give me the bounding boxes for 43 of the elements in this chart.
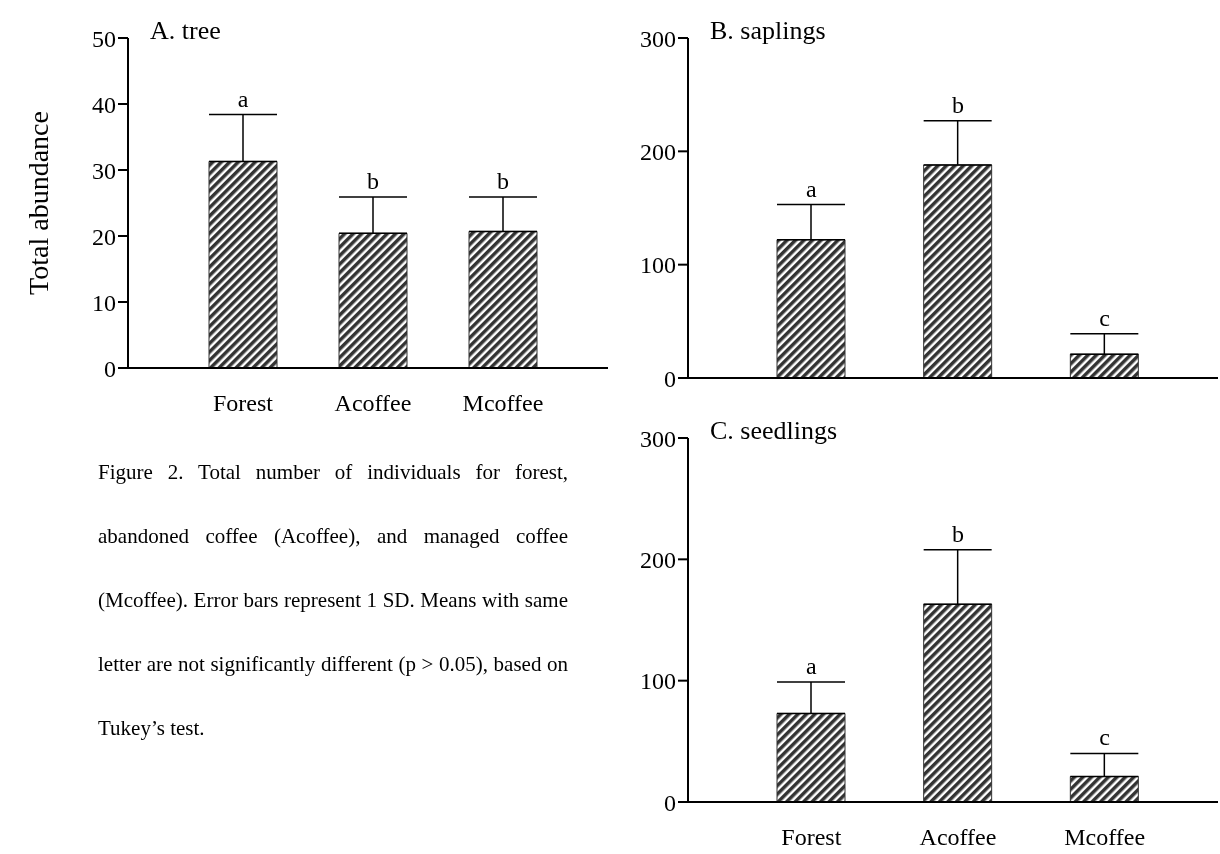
annotation: b bbox=[367, 168, 379, 195]
y-tick-label: 20 bbox=[92, 223, 116, 250]
annotation: b bbox=[952, 91, 964, 118]
y-tick-label: 10 bbox=[92, 289, 116, 316]
text: Figure 2. Total number of individuals for forest, abandoned coffee (Acoffee), and managed coffee (Mcoffee). Error bars represent 1 SD. Means with same letter are not significantly different (p > 0.05), based on Tukey’s test. bbox=[98, 460, 568, 740]
y-tick-label: 0 bbox=[104, 355, 116, 382]
bar bbox=[923, 164, 993, 378]
annotation: c bbox=[1099, 724, 1110, 751]
x-tick-label: Acoffee bbox=[334, 390, 412, 417]
x-tick-label: Acoffee bbox=[919, 824, 997, 851]
chart-title: B. saplings bbox=[710, 16, 826, 46]
bar bbox=[1069, 353, 1139, 378]
y-tick-label: 100 bbox=[640, 252, 676, 279]
y-tick-label: 40 bbox=[92, 91, 116, 118]
annotation: c bbox=[1099, 304, 1110, 331]
bar bbox=[776, 712, 846, 802]
x-tick-label: Mcoffee bbox=[462, 390, 544, 417]
y-tick-label: 30 bbox=[92, 157, 116, 184]
y-tick-label: 100 bbox=[640, 668, 676, 695]
x-tick-label: Forest bbox=[781, 824, 842, 851]
annotation: b bbox=[952, 520, 964, 547]
bar bbox=[1069, 776, 1139, 802]
y-tick-label: 300 bbox=[640, 425, 676, 452]
y-tick-label: 0 bbox=[664, 365, 676, 392]
chart-title: A. tree bbox=[150, 16, 221, 46]
x-tick-label: Forest bbox=[213, 390, 274, 417]
annotation: a bbox=[237, 85, 249, 112]
y-tick-label: 0 bbox=[664, 789, 676, 816]
y-tick-label: 200 bbox=[640, 138, 676, 165]
y-tick-label: 200 bbox=[640, 546, 676, 573]
bar bbox=[923, 603, 993, 802]
bar bbox=[338, 232, 408, 368]
bar bbox=[208, 160, 278, 368]
y-tick-label: 300 bbox=[640, 25, 676, 52]
chart-title: C. seedlings bbox=[710, 416, 838, 446]
annotation: a bbox=[806, 175, 818, 202]
bar bbox=[468, 230, 538, 368]
annotation: a bbox=[806, 652, 818, 679]
annotation: b bbox=[497, 168, 509, 195]
y-tick-label: 50 bbox=[92, 25, 116, 52]
bar bbox=[776, 239, 846, 378]
y-axis-title: Total abundance bbox=[22, 111, 54, 295]
x-tick-label: Mcoffee bbox=[1064, 824, 1146, 851]
